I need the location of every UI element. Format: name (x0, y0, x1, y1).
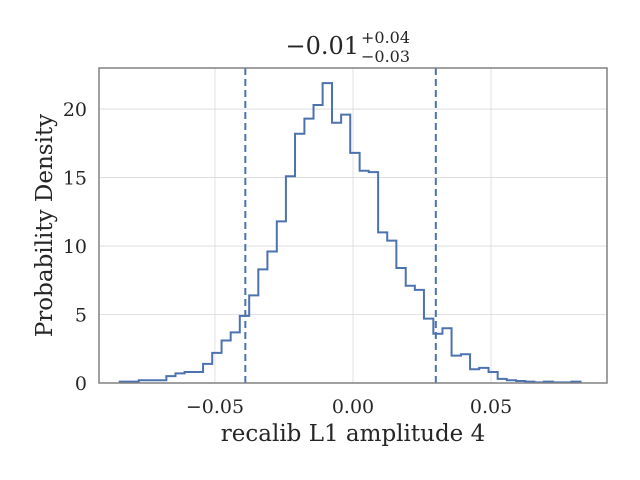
x-axis-ticks: −0.05 0.00 0.05 (186, 396, 512, 418)
title-upper-error: +0.04 (361, 28, 410, 47)
histogram (118, 82, 582, 384)
quantile-lines (244, 68, 437, 383)
chart-title: −0.01 +0.04 −0.03 (285, 28, 410, 66)
x-tick-label: 0.00 (332, 396, 374, 418)
y-tick-label: 0 (75, 373, 87, 395)
y-tick-label: 10 (63, 236, 87, 258)
x-tick-label: −0.05 (186, 396, 244, 418)
grid (99, 68, 607, 384)
y-tick-label: 5 (75, 305, 87, 327)
plot-frame (98, 67, 608, 384)
histogram-step-line (118, 82, 582, 384)
x-axis-label: recalib L1 amplitude 4 (221, 421, 485, 447)
x-tick-label: 0.05 (470, 396, 512, 418)
y-tick-label: 15 (63, 168, 87, 190)
y-axis-label: Probability Density (32, 114, 58, 337)
title-lower-error: −0.03 (361, 47, 410, 66)
y-axis-ticks: 0 5 10 15 20 (63, 99, 87, 395)
title-value: −0.01 (285, 32, 359, 60)
y-tick-label: 20 (63, 99, 87, 121)
